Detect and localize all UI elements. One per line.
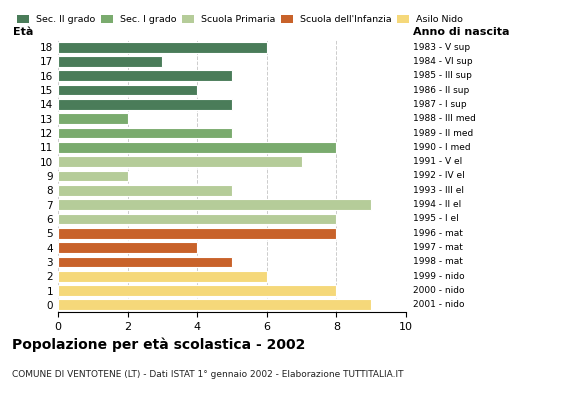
Text: 1994 - II el: 1994 - II el (413, 200, 461, 209)
Text: 1991 - V el: 1991 - V el (413, 157, 462, 166)
Text: 1987 - I sup: 1987 - I sup (413, 100, 466, 109)
Bar (58, 199, 371, 210)
Bar (58, 285, 336, 296)
Bar (58, 85, 197, 96)
Bar (58, 56, 162, 67)
Bar (58, 99, 232, 110)
Text: 1999 - nido: 1999 - nido (413, 272, 465, 281)
Text: Età: Età (13, 27, 33, 37)
Bar (58, 70, 232, 81)
Bar (58, 242, 197, 253)
Bar (58, 185, 232, 196)
Text: 1993 - III el: 1993 - III el (413, 186, 464, 195)
Bar (58, 271, 267, 282)
Bar (58, 300, 371, 310)
Text: 1984 - VI sup: 1984 - VI sup (413, 57, 473, 66)
Bar (58, 228, 336, 239)
Bar (58, 156, 302, 167)
Text: COMUNE DI VENTOTENE (LT) - Dati ISTAT 1° gennaio 2002 - Elaborazione TUTTITALIA.: COMUNE DI VENTOTENE (LT) - Dati ISTAT 1°… (12, 370, 403, 379)
Text: 1989 - II med: 1989 - II med (413, 128, 473, 138)
Text: 1997 - mat: 1997 - mat (413, 243, 463, 252)
Text: 1988 - III med: 1988 - III med (413, 114, 476, 123)
Text: 2000 - nido: 2000 - nido (413, 286, 465, 295)
Text: 1992 - IV el: 1992 - IV el (413, 172, 465, 180)
Text: Popolazione per età scolastica - 2002: Popolazione per età scolastica - 2002 (12, 338, 305, 352)
Text: 1986 - II sup: 1986 - II sup (413, 86, 469, 95)
Text: 1983 - V sup: 1983 - V sup (413, 43, 470, 52)
Text: 1996 - mat: 1996 - mat (413, 229, 463, 238)
Text: 1990 - I med: 1990 - I med (413, 143, 470, 152)
Bar (58, 42, 267, 52)
Bar (58, 171, 128, 181)
Text: Anno di nascita: Anno di nascita (413, 27, 509, 37)
Text: 2001 - nido: 2001 - nido (413, 300, 465, 309)
Bar (58, 142, 336, 153)
Text: 1998 - mat: 1998 - mat (413, 257, 463, 266)
Bar (58, 214, 336, 224)
Legend: Sec. II grado, Sec. I grado, Scuola Primaria, Scuola dell'Infanzia, Asilo Nido: Sec. II grado, Sec. I grado, Scuola Prim… (17, 15, 463, 24)
Bar (58, 113, 128, 124)
Bar (58, 128, 232, 138)
Text: 1995 - I el: 1995 - I el (413, 214, 459, 224)
Text: 1985 - III sup: 1985 - III sup (413, 71, 472, 80)
Bar (58, 256, 232, 267)
